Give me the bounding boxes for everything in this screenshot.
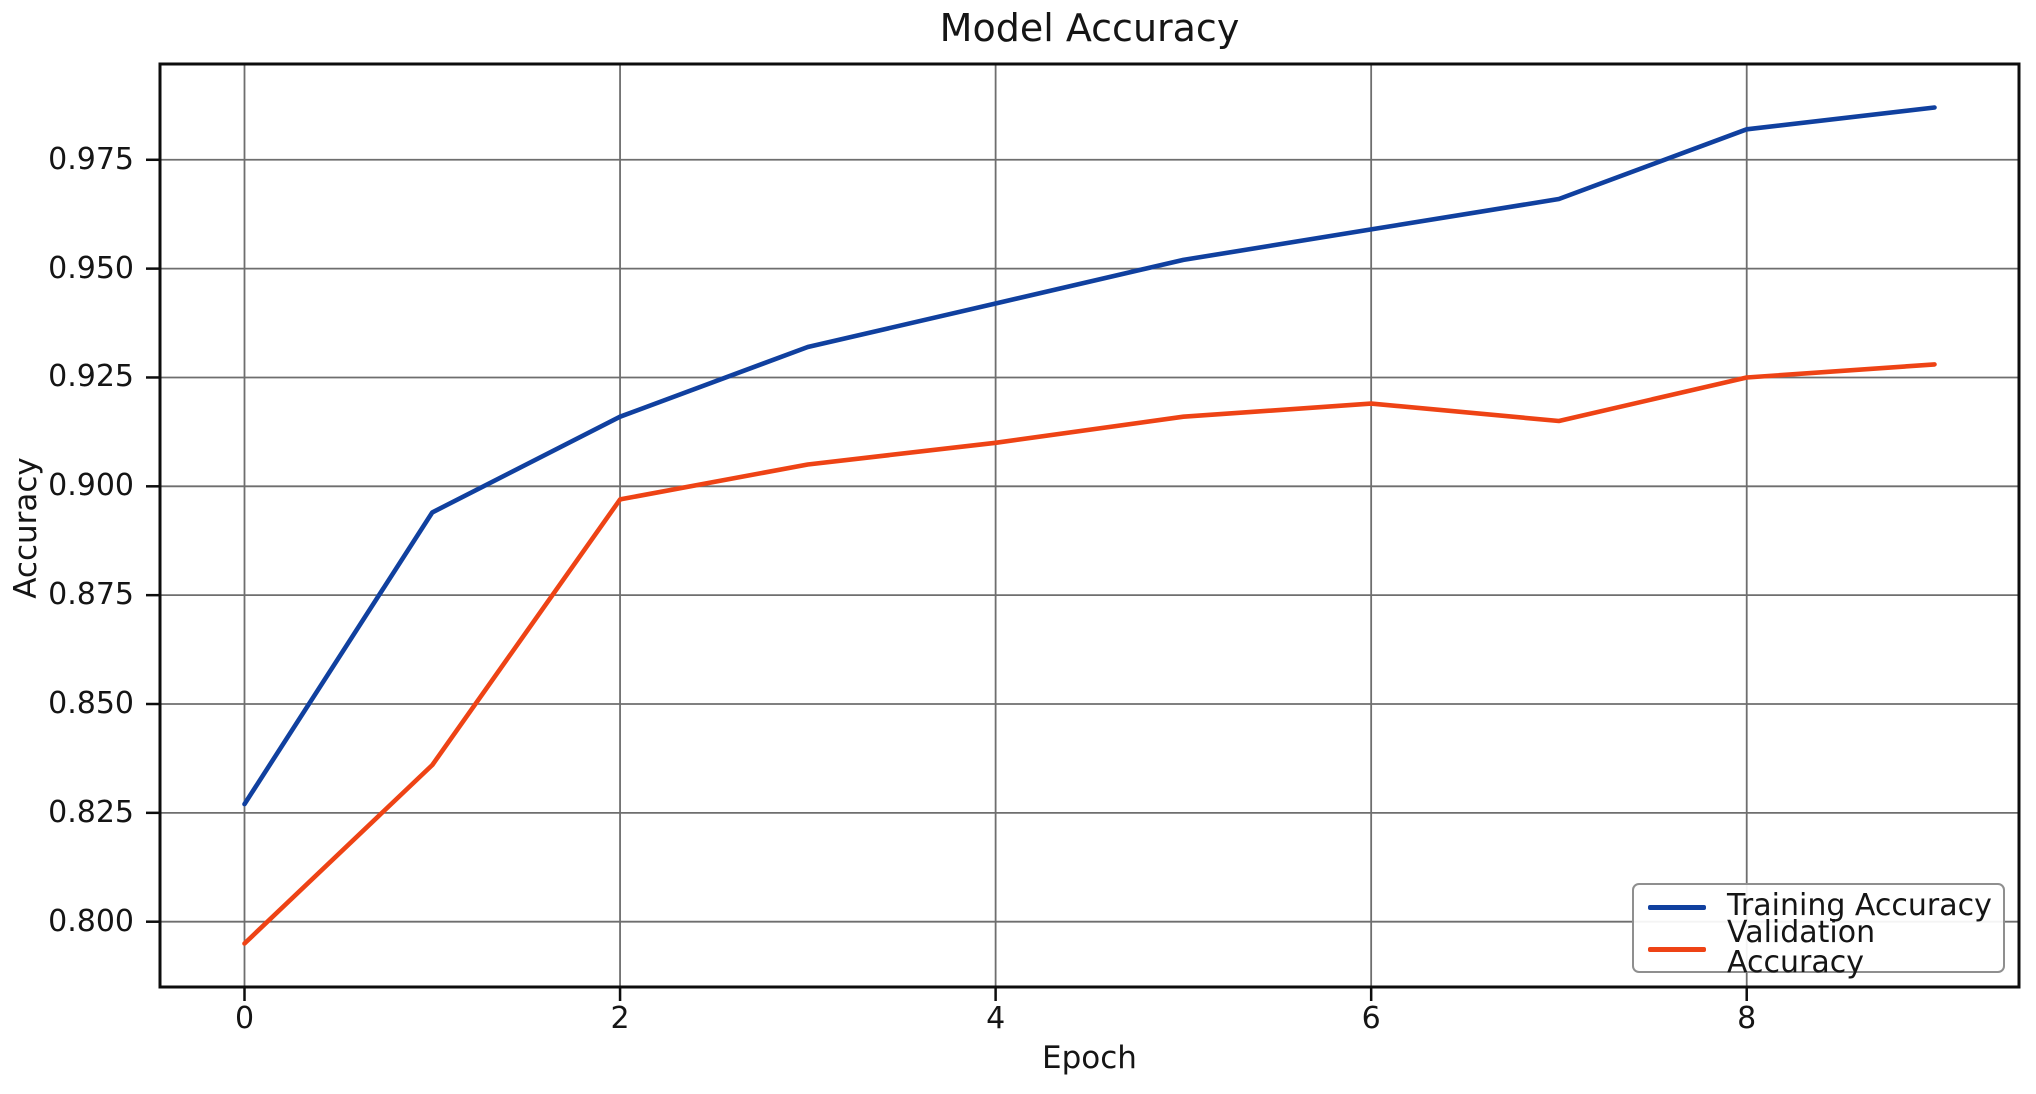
- y-tick-label: 0.875: [48, 577, 134, 613]
- tick-marks: [146, 158, 1748, 1001]
- series-line-0: [242, 105, 1937, 807]
- y-tick-label: 0.900: [48, 468, 134, 504]
- training-line-swatch: [1648, 904, 1706, 910]
- x-tick-label: 2: [610, 1001, 630, 1036]
- x-tick-label: 4: [986, 1001, 1006, 1036]
- y-tick-label: 0.975: [48, 141, 134, 177]
- y-axis-label: Accuracy: [8, 457, 44, 599]
- legend: Training Accuracy Validation Accuracy: [1632, 883, 2005, 977]
- series-line-1: [242, 362, 1937, 946]
- chart-title: Model Accuracy: [939, 6, 1240, 50]
- legend-item-training: Training Accuracy: [1634, 887, 2003, 927]
- legend-label-training: Training Accuracy: [1727, 887, 1992, 923]
- y-tick-label: 0.925: [48, 359, 134, 395]
- x-tick-label: 0: [234, 1001, 255, 1036]
- y-tick-label: 0.800: [48, 903, 134, 939]
- y-tick-label: 0.950: [48, 250, 134, 286]
- x-tick-label: 8: [1737, 1001, 1757, 1036]
- legend-label-validation: Validation Accuracy: [1727, 914, 1876, 980]
- legend-item-validation: Validation Accuracy: [1634, 917, 2003, 977]
- gridlines: [160, 64, 2019, 987]
- x-tick-label: 6: [1361, 1001, 1381, 1036]
- x-axis-label: Epoch: [1042, 1040, 1137, 1076]
- y-tick-label: 0.825: [48, 794, 134, 830]
- validation-line-swatch: [1648, 946, 1706, 952]
- plot-frame: [158, 62, 2021, 989]
- y-tick-label: 0.850: [48, 686, 134, 721]
- series-lines: [242, 105, 1937, 946]
